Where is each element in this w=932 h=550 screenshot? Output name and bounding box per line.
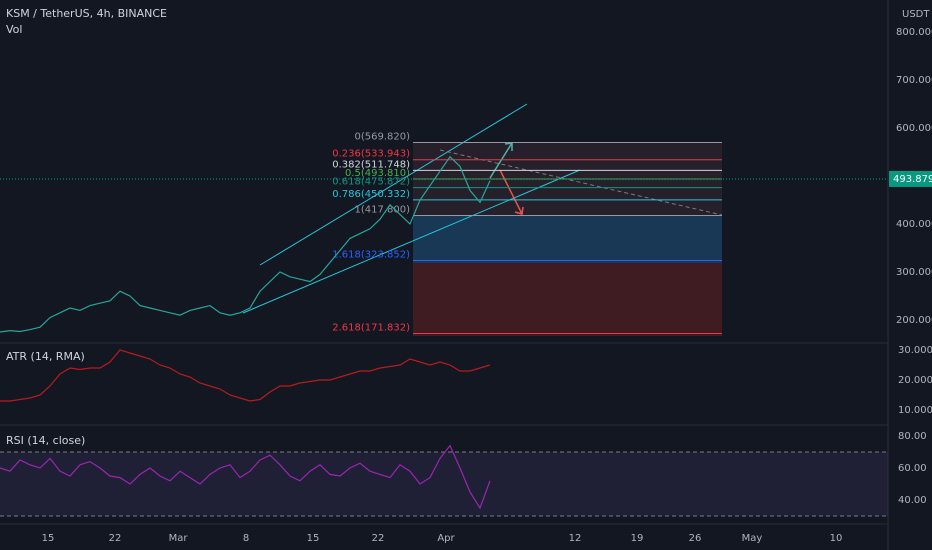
price-tick-label: 400.000 (896, 219, 932, 230)
last-price-box (889, 170, 932, 187)
rsi-band (0, 452, 888, 516)
rsi-tick-label: 80.00 (898, 431, 927, 442)
fib-zone (413, 263, 722, 336)
price-tick-label: 700.000 (896, 75, 932, 86)
fib-label: 0.236(533.943) (332, 149, 410, 160)
currency: USDT (902, 9, 930, 20)
rsi-tick-label: 40.00 (898, 495, 927, 506)
price-line (0, 155, 491, 333)
fib-zone (413, 143, 722, 216)
fib-label: 0.618(475.872) (332, 177, 410, 188)
arrow-up (489, 142, 513, 179)
price-tick-label: 600.000 (896, 123, 932, 134)
price-tick-label: 800.000 (896, 27, 932, 38)
x-tick-label: 26 (689, 533, 702, 544)
fib-label: 0.382(511.748) (332, 159, 410, 170)
price-tick-label: 200.000 (896, 315, 932, 326)
arrow-down (499, 169, 524, 215)
last-price-label: 493.879 (893, 174, 932, 185)
x-tick-label: 8 (243, 533, 249, 544)
x-tick-label: Mar (169, 533, 189, 544)
atr-tick-label: 20.000 (898, 375, 932, 386)
rsi-title: RSI (14, close) (6, 434, 85, 447)
x-tick-label: 19 (631, 533, 644, 544)
atr-tick-label: 30.000 (898, 345, 932, 356)
x-tick-label: 15 (42, 533, 55, 544)
fib-label: 0.786(450.332) (332, 189, 410, 200)
x-tick-label: 10 (830, 533, 843, 544)
fib-label: 0.5(493.810) (345, 168, 410, 179)
fib-label: 1.618(323.852) (332, 250, 410, 261)
channel-line (242, 169, 581, 314)
rsi-tick-label: 60.00 (898, 463, 927, 474)
fib-label: 1(417.800) (354, 204, 410, 215)
fib-label: 0(569.820) (354, 131, 410, 142)
fib-zone (413, 216, 722, 263)
trend-line (439, 149, 723, 216)
atr-title: ATR (14, RMA) (6, 350, 85, 363)
symbol: KSM / TetherUS, 4h, BINANCE (6, 7, 167, 20)
channel-line (259, 103, 528, 266)
x-tick-label: 12 (569, 533, 582, 544)
fib-label: 2.618(171.832) (332, 323, 410, 334)
price-tick-label: 300.000 (896, 267, 932, 278)
atr-line (0, 349, 491, 402)
x-tick-label: 15 (307, 533, 320, 544)
x-tick-label: 22 (109, 533, 122, 544)
x-tick-label: Apr (437, 533, 455, 544)
volume-label: Vol (6, 23, 22, 36)
rsi-line (0, 444, 491, 510)
x-tick-label: May (742, 533, 763, 544)
x-tick-label: 22 (372, 533, 385, 544)
atr-tick-label: 10.000 (898, 405, 932, 416)
